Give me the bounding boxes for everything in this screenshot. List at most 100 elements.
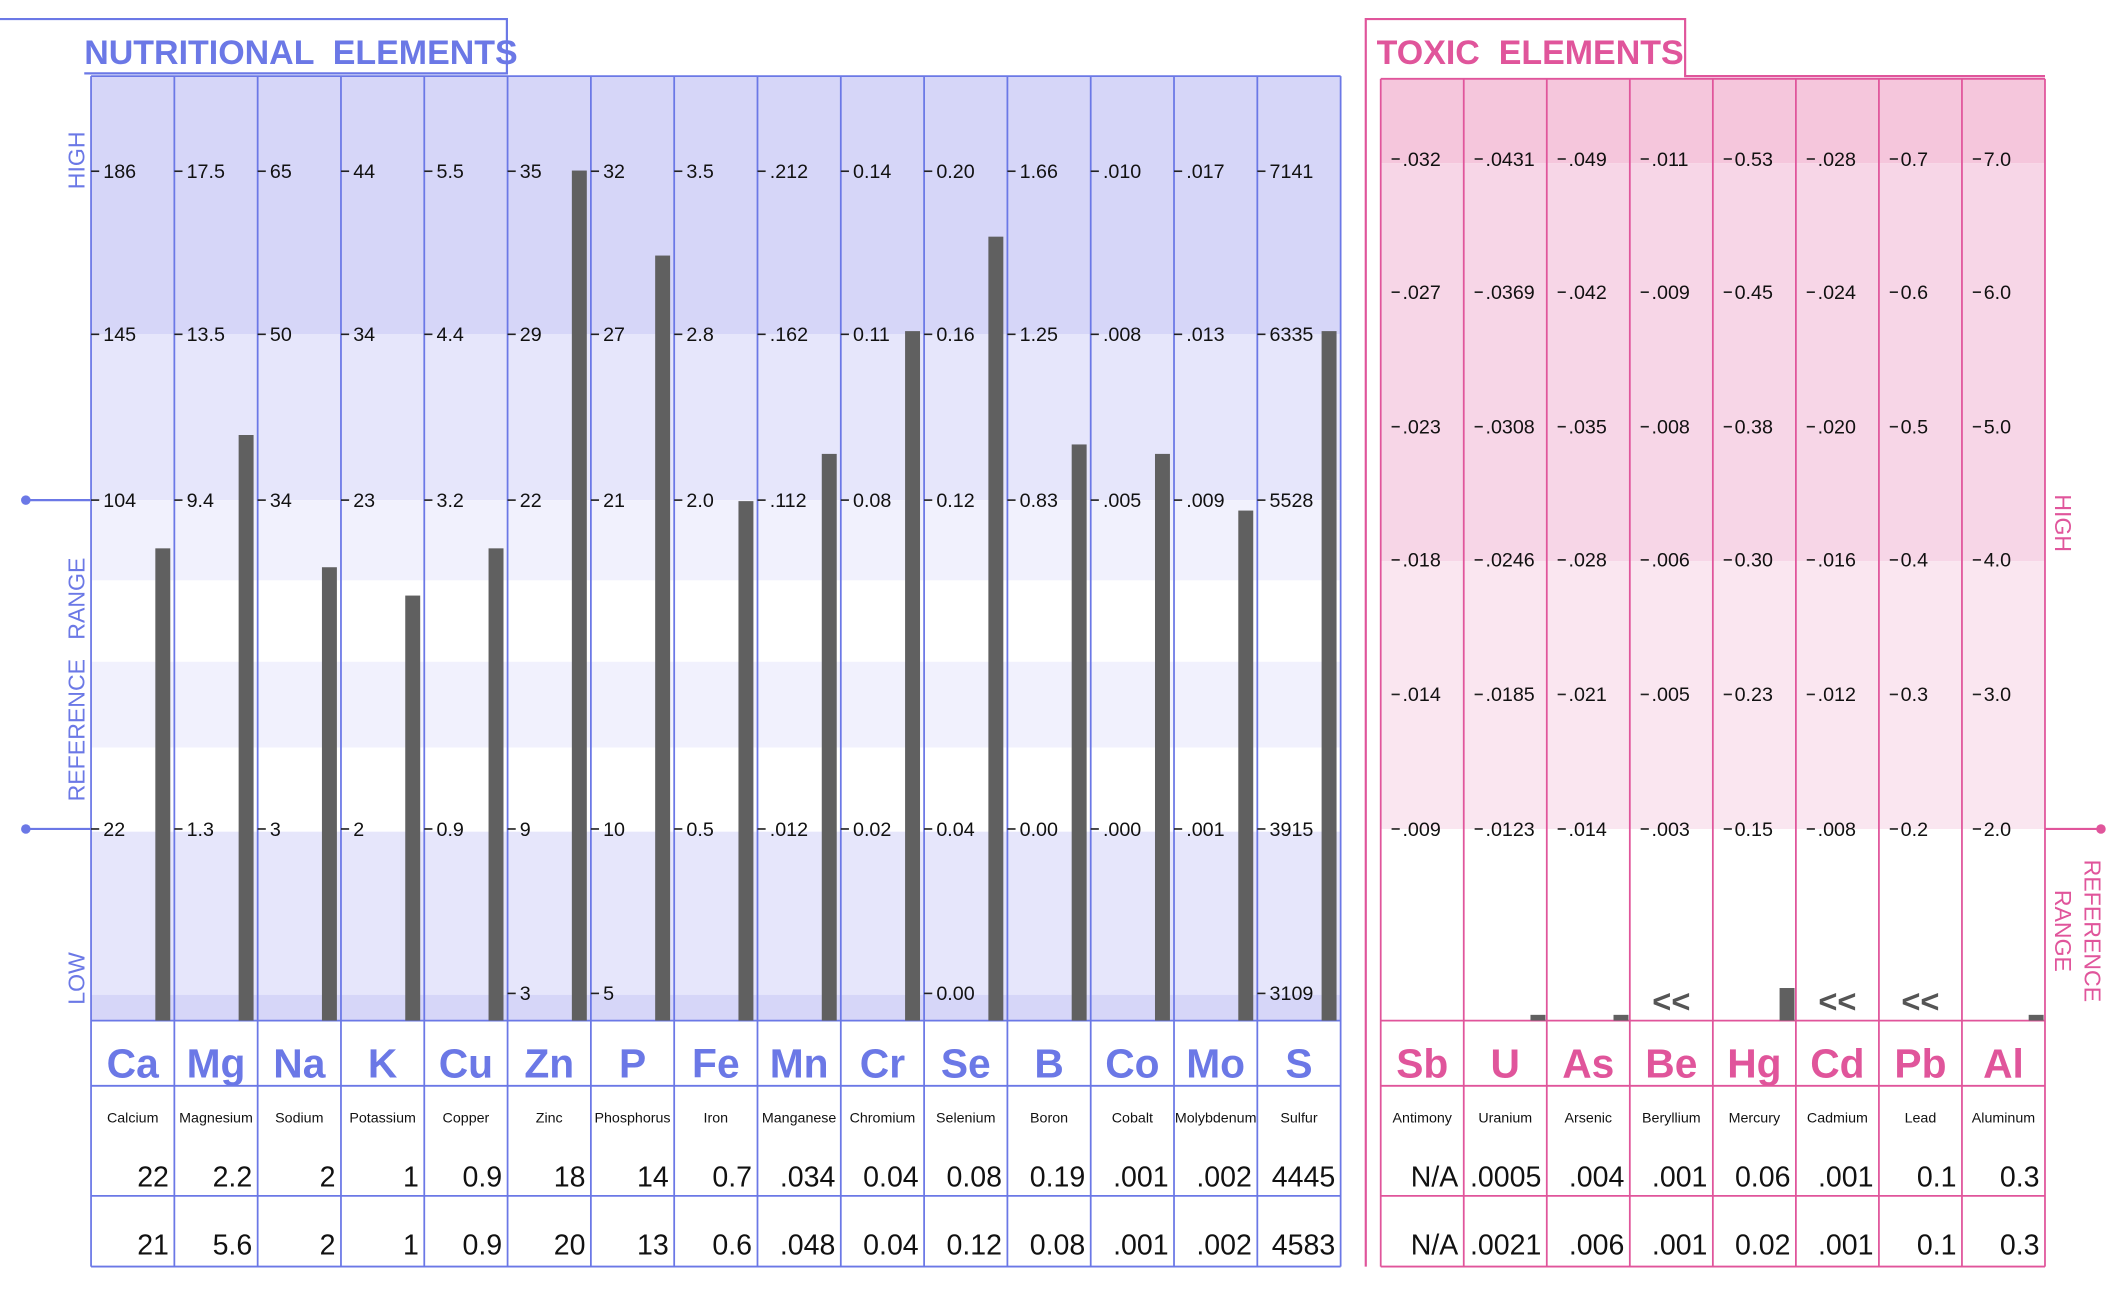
tick-label: 0.5	[686, 819, 713, 841]
tick-label: 0.38	[1735, 417, 1773, 439]
element-name: Manganese	[762, 1111, 837, 1127]
element-symbol: Cr	[860, 1041, 905, 1087]
tick-label: .112	[770, 490, 807, 512]
element-name: Copper	[443, 1111, 490, 1127]
tick-label: 22	[103, 819, 125, 841]
result-value: 0.1	[1917, 1229, 1957, 1261]
tick-label: .008	[1103, 324, 1141, 346]
toxic-title: TOXIC ELEMENTS	[1377, 34, 1684, 72]
tick-label: 34	[270, 490, 292, 512]
result-value: 13	[637, 1229, 669, 1261]
tick-label: 2.0	[1984, 819, 2011, 841]
tick-label: .032	[1402, 149, 1440, 171]
result-value: .034	[780, 1161, 836, 1193]
tick-label: 0.23	[1735, 684, 1773, 706]
tick-label: 3	[520, 983, 531, 1005]
nutritional-reference-range-label: REFERENCE RANGE	[63, 558, 89, 802]
result-value: 18	[554, 1161, 586, 1193]
result-value: .001	[1113, 1161, 1169, 1193]
bar-ca	[155, 548, 171, 1021]
tick-label: 1.25	[1020, 324, 1058, 346]
nutritional-band	[91, 831, 1341, 995]
bar-al	[2028, 1014, 2044, 1021]
tick-label: 1.66	[1020, 161, 1058, 183]
tick-label: 5.5	[437, 161, 464, 183]
element-name: Beryllium	[1642, 1111, 1701, 1127]
result-value: .001	[1818, 1161, 1874, 1193]
tick-label: 3.5	[686, 161, 713, 183]
tick-label: .009	[1652, 282, 1690, 304]
element-symbol: Na	[273, 1041, 325, 1087]
tick-label: 0.7	[1901, 149, 1928, 171]
tick-label: 27	[603, 324, 625, 346]
toxic-reference-label: REFERENCE	[2080, 860, 2106, 1002]
tick-label: 0.5	[1901, 417, 1928, 439]
element-symbol: Cu	[439, 1041, 493, 1087]
toxic-range-label: RANGE	[2050, 890, 2076, 972]
tick-label: 29	[520, 324, 542, 346]
nutritional-title: NUTRITIONAL ELEMENTS	[84, 34, 517, 72]
tick-label: 35	[520, 161, 542, 183]
tick-label: 0.2	[1901, 819, 1928, 841]
result-value: .001	[1818, 1229, 1874, 1261]
tick-label: 0.04	[936, 819, 974, 841]
tick-label: 0.00	[1020, 819, 1058, 841]
tick-label: .011	[1652, 149, 1689, 171]
tick-label: .003	[1652, 819, 1690, 841]
tick-label: 1.3	[187, 819, 214, 841]
tick-label: .0185	[1485, 684, 1534, 706]
result-value: 0.9	[462, 1229, 502, 1261]
tick-label: .008	[1652, 417, 1690, 439]
tick-label: 23	[353, 490, 375, 512]
element-name: Boron	[1030, 1111, 1068, 1127]
element-symbol: As	[1562, 1041, 1614, 1087]
element-symbol: Pb	[1894, 1041, 1946, 1087]
tick-label: .009	[1186, 490, 1224, 512]
tick-label: .016	[1818, 550, 1856, 572]
element-name: Lead	[1905, 1111, 1937, 1127]
bar-mn	[821, 453, 837, 1021]
element-name: Antimony	[1393, 1111, 1453, 1127]
tick-label: 17.5	[187, 161, 225, 183]
result-value: .006	[1569, 1229, 1625, 1261]
result-value: 0.04	[863, 1229, 919, 1261]
element-symbol: Cd	[1810, 1041, 1864, 1087]
result-value: N/A	[1411, 1229, 1459, 1261]
below-range-indicator: <<	[1652, 982, 1690, 1019]
result-value: 0.3	[2000, 1229, 2040, 1261]
result-value: 0.3	[2000, 1161, 2040, 1193]
bar-fe	[738, 501, 754, 1021]
tick-label: 9.4	[187, 490, 214, 512]
tick-label: 6.0	[1984, 282, 2011, 304]
result-value: 22	[137, 1161, 169, 1193]
result-value: 0.04	[863, 1161, 919, 1193]
bar-s	[1321, 331, 1337, 1021]
result-value: 0.02	[1735, 1229, 1791, 1261]
result-value: 0.19	[1030, 1161, 1086, 1193]
nutritional-band	[91, 994, 1341, 1021]
toxic-title-tab	[1364, 17, 2045, 1267]
result-value: 0.08	[1030, 1229, 1086, 1261]
element-name: Magnesium	[179, 1111, 253, 1127]
reference-range-marker-dot	[2096, 824, 2106, 834]
result-value: .0005	[1470, 1161, 1541, 1193]
tick-label: 0.11	[853, 324, 890, 346]
element-name: Selenium	[936, 1111, 995, 1127]
element-name: Sodium	[275, 1111, 323, 1127]
result-value: 0.08	[946, 1161, 1002, 1193]
result-value: .002	[1196, 1229, 1252, 1261]
toxic-high-label: HIGH	[2050, 494, 2076, 552]
element-name: Cobalt	[1112, 1111, 1153, 1127]
tick-label: .0123	[1485, 819, 1534, 841]
element-symbol: Sb	[1396, 1041, 1448, 1087]
result-value: .001	[1652, 1229, 1708, 1261]
tick-label: .024	[1818, 282, 1856, 304]
result-value: 20	[554, 1229, 586, 1261]
element-name: Cadmium	[1807, 1111, 1868, 1127]
nutritional-low-label: LOW	[63, 952, 89, 1005]
element-symbol: Fe	[692, 1041, 740, 1087]
nutritional-title-tab	[0, 17, 508, 75]
tick-label: 0.08	[853, 490, 891, 512]
tick-label: .013	[1186, 324, 1224, 346]
